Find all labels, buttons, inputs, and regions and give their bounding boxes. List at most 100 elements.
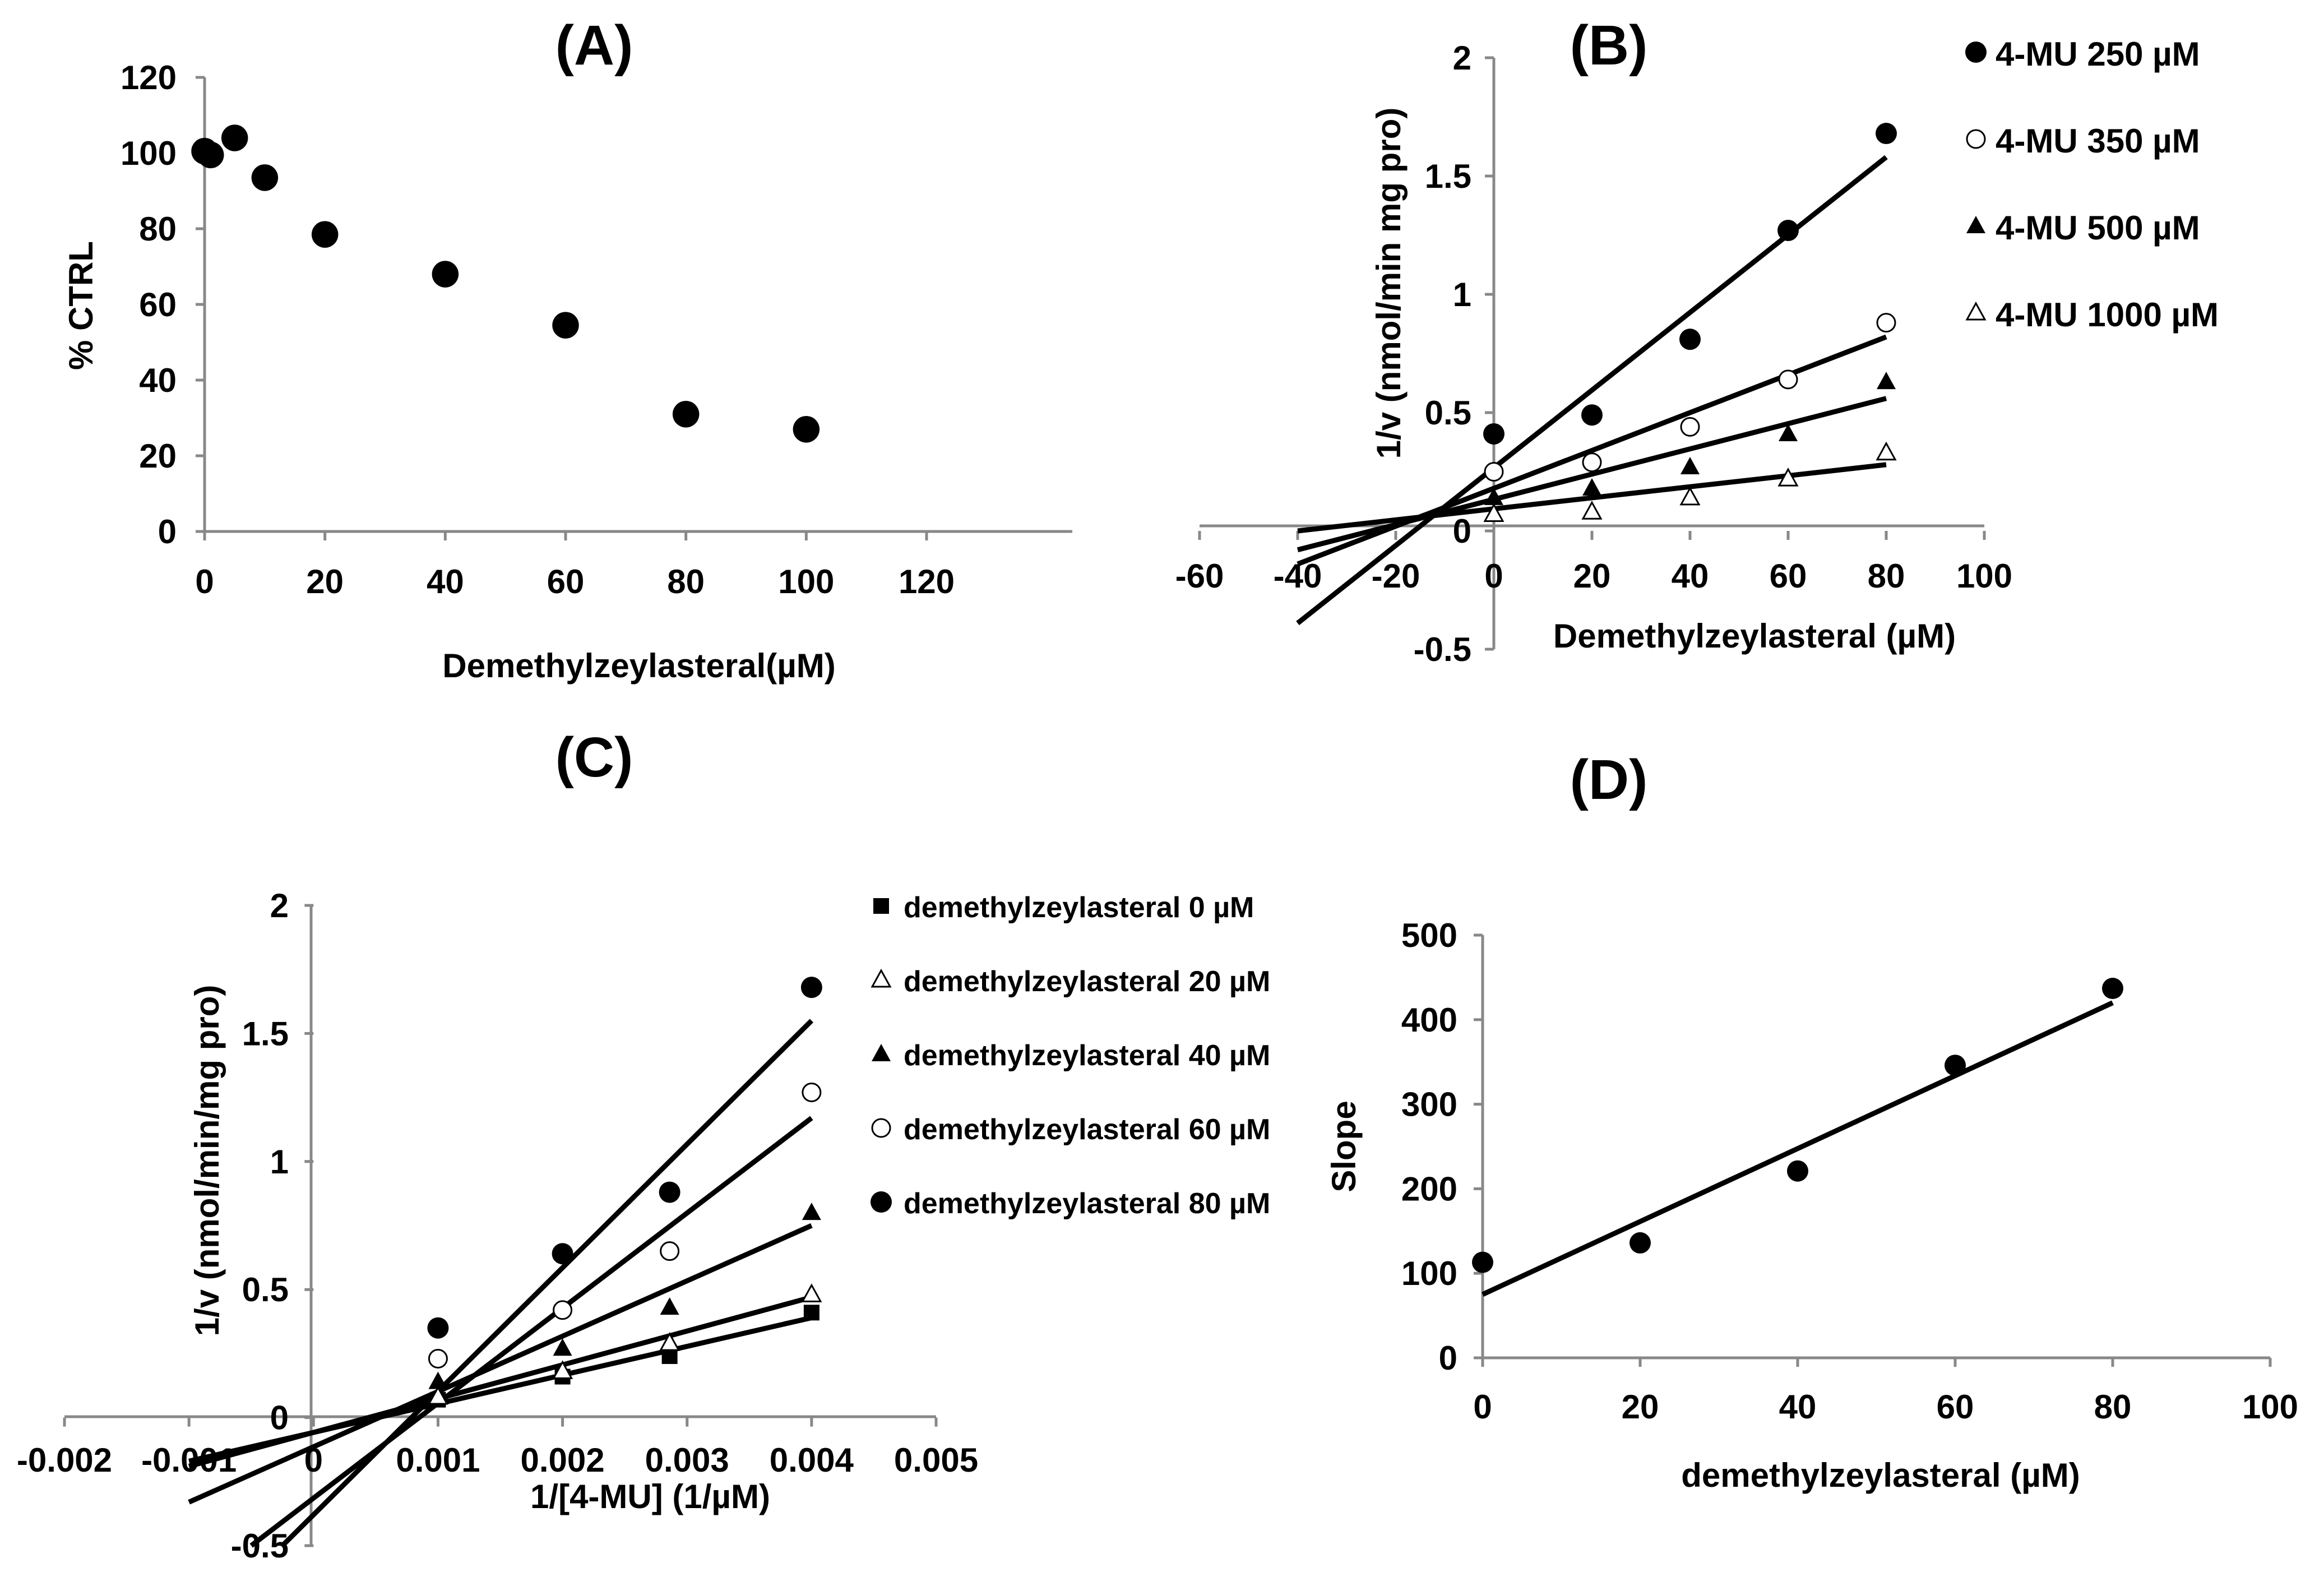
panel-b-y-tick-label: 0.5 xyxy=(1425,394,1471,432)
panel-a-x-tick-label: 100 xyxy=(778,563,834,600)
panel-b-legend-label: 4-MU 500 µM xyxy=(1996,209,2200,247)
panel-a-series-0-point xyxy=(793,416,820,443)
panel-b-series-2-point xyxy=(1484,487,1503,505)
panel-c-fit-line-1 xyxy=(188,1294,813,1469)
panel-b-marks xyxy=(1483,123,1897,522)
panel-c-fit-lines xyxy=(188,1019,814,1548)
panel-c-series-1-point xyxy=(427,1385,448,1405)
panel-b-y-tick-label: 0 xyxy=(1453,512,1471,550)
panel-d-x-tick-label: 80 xyxy=(2094,1388,2132,1426)
panel-b-x-tick-label: 60 xyxy=(1770,557,1807,595)
panel-c-y-tick-label: 1.5 xyxy=(242,1015,289,1052)
panel-c-x-tick-label: -0.002 xyxy=(17,1441,112,1479)
panel-c-series-4-point xyxy=(659,1181,680,1203)
panel-d-x-tick-label: 0 xyxy=(1473,1388,1492,1426)
panel-b-y-label: 1/v (nmol/min mg pro) xyxy=(1370,108,1408,459)
panel-d-series-0-point xyxy=(1945,1055,1966,1076)
panel-d-fit-lines xyxy=(1482,1000,2114,1297)
panel-b-series-1-point xyxy=(1876,313,1896,333)
panel-a-series-0-point xyxy=(251,164,279,191)
panel-b-y-tick-label: 2 xyxy=(1453,39,1471,77)
panel-c-series-1-point xyxy=(659,1332,680,1351)
panel-d-x-tick-label: 40 xyxy=(1779,1388,1817,1426)
panel-b-series-2-point xyxy=(1877,372,1896,390)
panel-c-series-0-point xyxy=(661,1348,678,1364)
panel-d-y-tick-label: 400 xyxy=(1401,1001,1457,1039)
panel-d-fit-line-0 xyxy=(1482,1000,2114,1297)
panel-b-legend-label: 4-MU 350 µM xyxy=(1996,122,2200,160)
panel-c-fit-line-4 xyxy=(280,1019,814,1548)
panel-d-series-0-point xyxy=(1472,1251,1493,1273)
panel-c-legend-marker xyxy=(872,1044,891,1061)
panel-b-y-tick-label: 1 xyxy=(1453,276,1471,313)
panel-c-series-2-point xyxy=(553,1338,572,1356)
panel-b-legend: 4-MU 250 µM 4-MU 350 µM 4-MU 500 µM 4-MU 10… xyxy=(1965,35,2219,334)
panel-c-y-tick-label: 0.5 xyxy=(242,1271,289,1309)
panel-b-legend-marker xyxy=(1966,129,1986,149)
panel-c-y-tick-label: 1 xyxy=(270,1143,289,1181)
panel-b-series-1-point xyxy=(1484,462,1504,482)
panel-a-series-0-point xyxy=(552,312,579,339)
panel-a-series-0-point xyxy=(311,221,339,248)
panel-a-title: (A) xyxy=(555,14,633,77)
panel-b-series-0-point xyxy=(1679,329,1701,350)
panel-a-x-tick-label: 40 xyxy=(427,563,464,600)
panel-b-x-tick-label: 100 xyxy=(1956,557,2012,595)
panel-c-series-1-point xyxy=(552,1360,573,1379)
panel-d-series-0-point xyxy=(1629,1232,1651,1254)
panel-a-y-tick-label: 80 xyxy=(139,210,177,248)
panel-b-series-1-point xyxy=(1778,369,1798,390)
panel-b-legend-marker xyxy=(1965,41,1987,63)
panel-a-series-0-point xyxy=(197,141,224,169)
panel-c-series-4-point xyxy=(427,1317,449,1339)
panel-c-x-tick-label: 0.004 xyxy=(770,1441,854,1479)
panel-b-series-3-point xyxy=(1679,486,1701,506)
panel-c: (C) -0.002 -0.001 0 0.001 0.002 0.003 0.004 0.0… xyxy=(17,726,1270,1565)
panel-d-y-tick-label: 200 xyxy=(1401,1170,1457,1208)
panel-c-series-2-point xyxy=(660,1297,679,1315)
panel-b: (B) -60 -40 -20 0 20 40 60 80 100-0.500.511.52 4… xyxy=(1175,14,2219,668)
panel-d-title: (D) xyxy=(1570,748,1648,811)
panel-b-series-3-point xyxy=(1876,441,1897,461)
panel-b-series-3-point xyxy=(1483,503,1504,522)
panel-c-series-2-point xyxy=(428,1371,448,1389)
panel-c-y-tick-label: -0.5 xyxy=(231,1527,289,1565)
panel-b-series-0-point xyxy=(1581,404,1603,426)
panel-c-y-tick-label: 0 xyxy=(270,1399,289,1437)
panel-a-marks xyxy=(191,124,820,443)
panel-a-y-tick-label: 0 xyxy=(158,513,177,551)
panel-b-series-0-point xyxy=(1876,123,1897,145)
panel-d-x-tick-label: 20 xyxy=(1622,1388,1659,1426)
panel-a-x-tick-label: 0 xyxy=(195,563,214,600)
panel-c-legend-marker xyxy=(871,1118,891,1138)
panel-c-legend-marker xyxy=(871,968,892,988)
panel-b-x-tick-label: 80 xyxy=(1868,557,1905,595)
panel-c-x-tick-label: 0.002 xyxy=(520,1441,604,1479)
panel-a-x-tick-label: 80 xyxy=(667,563,705,600)
panel-b-series-0-point xyxy=(1777,220,1799,242)
panel-c-x-tick-label: 0.001 xyxy=(396,1441,480,1479)
panel-b-fit-line-2 xyxy=(1297,396,1887,553)
panel-d-y-label: Slope xyxy=(1325,1101,1363,1192)
panel-c-ticks: -0.002 -0.001 0 0.001 0.002 0.003 0.004 0.005-0… xyxy=(17,887,978,1565)
panel-c-series-2-point xyxy=(802,1203,821,1220)
panel-b-x-tick-label: 20 xyxy=(1573,557,1611,595)
panel-d: (D) 0 20 40 60 80 100 0 100 200 300 400 500 demethy… xyxy=(1325,748,2298,1494)
panel-d-x-tick-label: 60 xyxy=(1937,1388,1974,1426)
panel-b-legend-label: 4-MU 250 µM xyxy=(1996,35,2200,73)
panel-d-ticks: 0 20 40 60 80 100 0 100 200 300 400 500 xyxy=(1401,917,2298,1426)
panel-c-legend-label: demethylzeylasteral 40 µM xyxy=(904,1039,1270,1072)
panel-d-series-0-point xyxy=(1787,1160,1808,1182)
panel-c-fit-line-2 xyxy=(188,1223,813,1505)
panel-c-legend-marker xyxy=(873,898,889,914)
panel-c-legend-label: demethylzeylasteral 0 µM xyxy=(904,891,1254,924)
panel-b-x-tick-label: 40 xyxy=(1672,557,1709,595)
panel-c-series-3-point xyxy=(660,1241,680,1261)
panel-b-series-1-point xyxy=(1582,452,1602,473)
panel-c-series-3-point xyxy=(802,1082,822,1102)
panel-a-series-0-point xyxy=(221,124,248,151)
panel-b-x-tick-label: -20 xyxy=(1372,557,1420,595)
panel-c-series-0-point xyxy=(803,1305,820,1321)
panel-a-y-tick-label: 40 xyxy=(139,362,177,399)
